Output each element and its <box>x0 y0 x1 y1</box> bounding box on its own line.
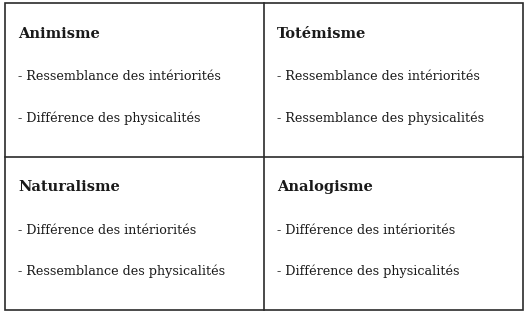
Text: - Ressemblance des physicalités: - Ressemblance des physicalités <box>18 264 225 278</box>
Text: - Ressemblance des physicalités: - Ressemblance des physicalités <box>277 111 484 125</box>
Text: - Différence des intériorités: - Différence des intériorités <box>277 224 456 237</box>
Text: - Ressemblance des intériorités: - Ressemblance des intériorités <box>277 70 480 84</box>
Text: - Différence des physicalités: - Différence des physicalités <box>277 264 460 278</box>
Text: Animisme: Animisme <box>18 27 100 41</box>
Text: - Différence des intériorités: - Différence des intériorités <box>18 224 197 237</box>
Text: Naturalisme: Naturalisme <box>18 180 120 194</box>
Text: - Différence des physicalités: - Différence des physicalités <box>18 111 201 125</box>
Text: Analogisme: Analogisme <box>277 180 373 194</box>
Text: - Ressemblance des intériorités: - Ressemblance des intériorités <box>18 70 221 84</box>
Text: Totémisme: Totémisme <box>277 27 366 41</box>
